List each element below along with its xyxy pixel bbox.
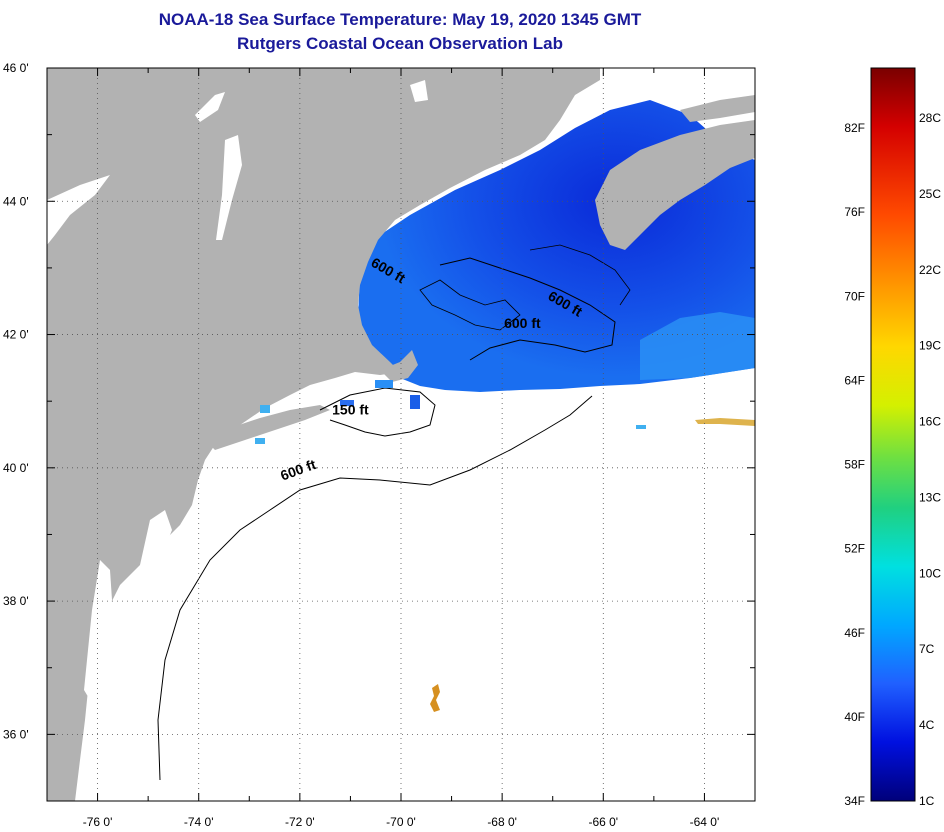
- colorbar-f-label: 34F: [844, 794, 865, 808]
- map-axis: -76 0' -74 0' -72 0' -70 0' -68 0' -66 0' -64 …: [3, 61, 756, 829]
- colorbar-f-label: 70F: [844, 289, 865, 303]
- lon-tick-label: -64 0': [690, 815, 720, 829]
- lon-tick-label: -68 0': [487, 815, 517, 829]
- sst-patch: [260, 405, 270, 413]
- chesapeake-bay: [84, 560, 112, 700]
- land-nova-scotia: [595, 120, 755, 250]
- sst-patch: [410, 395, 420, 409]
- colorbar-c-label: 19C: [919, 339, 941, 353]
- colorbar-c-label: 25C: [919, 187, 941, 201]
- sst-light-patch: [640, 312, 755, 380]
- lake: [410, 80, 428, 102]
- colorbar-f-label: 58F: [844, 458, 865, 472]
- lon-tick-label: -66 0': [588, 815, 618, 829]
- contour-600ft-shelf: [157, 395, 593, 781]
- sst-warm-streak: [695, 418, 755, 426]
- colorbar-c-label: 1C: [919, 794, 935, 808]
- contour-600ft-gom: [439, 257, 616, 361]
- colorbar-c-label: 22C: [919, 263, 941, 277]
- lon-tick-label: -74 0': [184, 815, 214, 829]
- colorbar-c-label: 4C: [919, 718, 935, 732]
- contour-150ft: [319, 387, 436, 437]
- lake: [47, 175, 110, 245]
- colorbar-c-label: 7C: [919, 642, 935, 656]
- colorbar-c-label: 16C: [919, 415, 941, 429]
- lat-tick-label: 38 0': [3, 594, 29, 608]
- colorbar-labels: 82F 76F 70F 64F 58F 52F 46F 40F 34F 28C 25C 22C 19C 1…: [844, 111, 941, 808]
- map-subtitle: Rutgers Coastal Ocean Observation Lab: [237, 34, 563, 53]
- colorbar-f-label: 64F: [844, 373, 865, 387]
- lat-tick-label: 42 0': [3, 328, 29, 342]
- lake: [216, 135, 242, 240]
- lat-tick-label: 44 0': [3, 194, 29, 208]
- colorbar-f-label: 40F: [844, 710, 865, 724]
- lon-tick-label: -72 0': [285, 815, 315, 829]
- lon-tick-label: -76 0': [83, 815, 113, 829]
- map-title: NOAA-18 Sea Surface Temperature: May 19,…: [158, 10, 642, 29]
- lat-tick-label: 46 0': [3, 61, 29, 75]
- lat-tick-label: 36 0': [3, 727, 29, 741]
- colorbar-c-label: 28C: [919, 111, 941, 125]
- contour-600ft-east: [529, 244, 631, 306]
- colorbar-c-label: 13C: [919, 490, 941, 504]
- colorbar-f-label: 82F: [844, 121, 865, 135]
- land-cape-cod: [380, 350, 418, 382]
- colorbar: 82F 76F 70F 64F 58F 52F 46F 40F 34F 28C 25C 22C 19C 1…: [844, 67, 941, 808]
- sst-patch: [255, 438, 265, 444]
- sst-patch: [636, 425, 646, 429]
- contour-label: 600 ft: [504, 315, 541, 331]
- colorbar-gradient: [870, 67, 916, 802]
- sst-patch: [340, 400, 354, 406]
- sst-warm-spot: [430, 684, 440, 712]
- lon-tick-label: -70 0': [386, 815, 416, 829]
- map-grid: [47, 68, 755, 801]
- land-north-america: [47, 68, 600, 801]
- lake: [195, 92, 225, 122]
- contour-600ft-gom-inner: [419, 279, 521, 331]
- contour-label: 150 ft: [332, 402, 369, 418]
- delaware-bay: [140, 510, 172, 580]
- long-island: [205, 405, 330, 450]
- land-cape-breton: [680, 95, 755, 122]
- lat-tick-label: 40 0': [3, 461, 29, 475]
- colorbar-f-label: 76F: [844, 205, 865, 219]
- sst-patch: [375, 380, 393, 388]
- colorbar-f-label: 46F: [844, 626, 865, 640]
- colorbar-f-label: 52F: [844, 542, 865, 556]
- colorbar-c-label: 10C: [919, 566, 941, 580]
